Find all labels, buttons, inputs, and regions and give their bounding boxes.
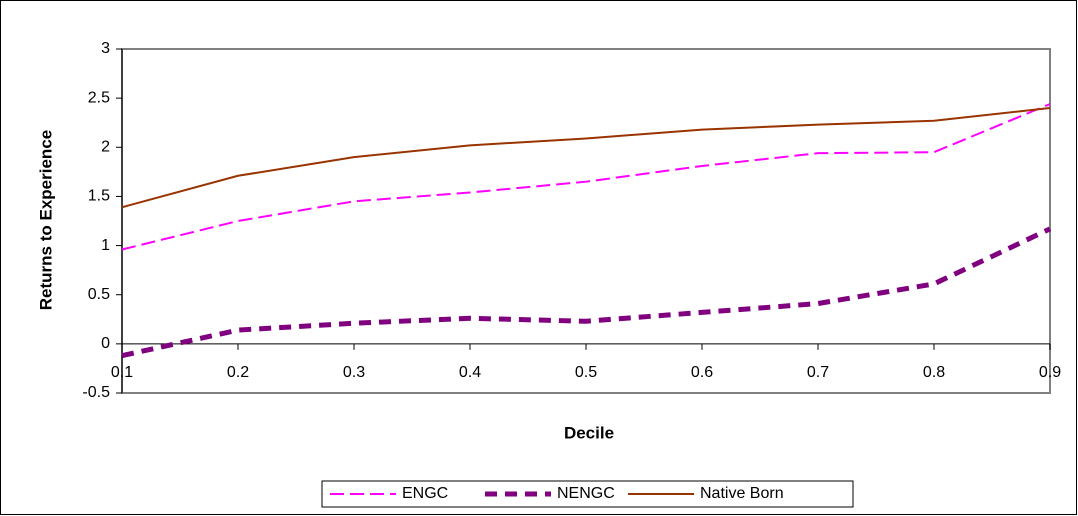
legend-label: ENGC [402, 485, 448, 502]
x-tick-label: 0.8 [923, 364, 945, 381]
plot-area [121, 48, 1051, 394]
series-line [121, 226, 1052, 359]
x-tick-label: 0.5 [575, 364, 597, 381]
legend-box [321, 480, 854, 508]
x-tick-label: 0.9 [1039, 364, 1061, 381]
y-tick-label: 3 [101, 40, 110, 57]
x-tick-label: 0.7 [807, 364, 829, 381]
y-tick-label: 1 [101, 237, 110, 254]
y-tick-label: 0 [101, 335, 110, 352]
y-tick-label: 0.5 [88, 286, 110, 303]
x-tick-label: 0.6 [691, 364, 713, 381]
y-tick-label: 1.5 [88, 188, 110, 205]
legend-label: Native Born [700, 485, 784, 502]
legend-label: NENGC [557, 485, 615, 502]
y-axis-label: Returns to Experience [36, 130, 55, 310]
series-line [121, 103, 1051, 251]
y-tick-label: 2 [101, 139, 110, 156]
x-tick-label: 0.2 [227, 364, 249, 381]
x-tick-label: 0.4 [459, 364, 481, 381]
series-line [121, 106, 1051, 209]
y-tick-label: 2.5 [88, 89, 110, 106]
x-tick-label: 0.1 [111, 364, 133, 381]
x-tick-label: 0.3 [343, 364, 365, 381]
y-tick-label: -0.5 [82, 384, 110, 401]
x-axis-label: Decile [564, 423, 614, 442]
